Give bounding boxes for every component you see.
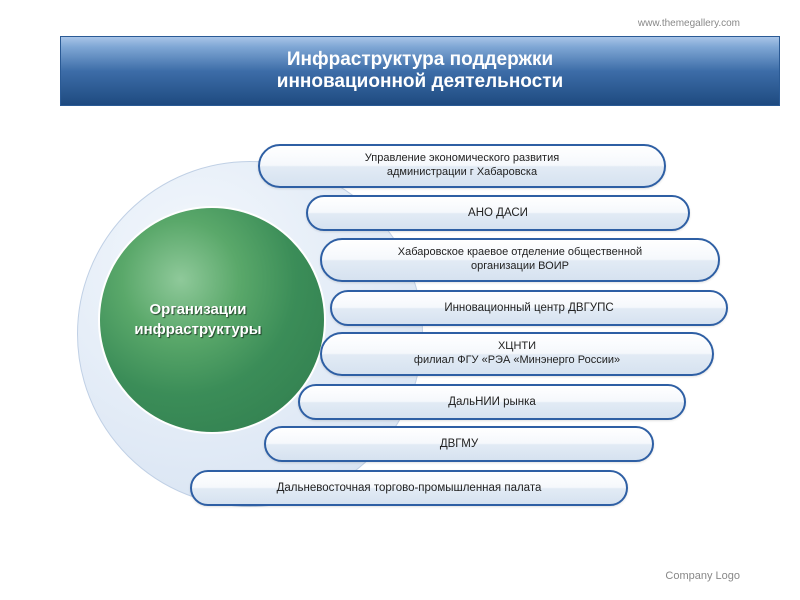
circle-label-line1: Организации: [150, 301, 247, 318]
title-line-2: инновационной деятельности: [277, 71, 563, 93]
diagram-container: Организации инфраструктуры Управление эк…: [40, 130, 760, 540]
org-bar-text-1: АНО ДАСИ: [468, 206, 528, 220]
org-bar-5: ДальНИИ рынка: [298, 384, 686, 420]
circle-main: Организации инфраструктуры: [98, 206, 326, 434]
org-bar-text-3: Инновационный центр ДВГУПС: [444, 301, 613, 315]
org-bar-1: АНО ДАСИ: [306, 195, 690, 231]
org-bar-text-2: Хабаровское краевое отделение общественн…: [398, 246, 642, 274]
org-bar-2: Хабаровское краевое отделение общественн…: [320, 238, 720, 282]
source-url: www.themegallery.com: [638, 18, 740, 29]
org-bar-6: ДВГМУ: [264, 426, 654, 462]
org-bar-text-0: Управление экономического развитияадмини…: [365, 152, 559, 180]
org-bar-3: Инновационный центр ДВГУПС: [330, 290, 728, 326]
org-bar-text-7: Дальневосточная торгово-промышленная пал…: [277, 481, 542, 495]
org-bar-text-4: ХЦНТИфилиал ФГУ «РЭА «Минэнерго России»: [414, 340, 620, 368]
org-bar-4: ХЦНТИфилиал ФГУ «РЭА «Минэнерго России»: [320, 332, 714, 376]
org-bar-0: Управление экономического развитияадмини…: [258, 144, 666, 188]
circle-label-line2: инфраструктуры: [134, 321, 261, 338]
slide-title-bar: Инфраструктура поддержки инновационной д…: [60, 36, 780, 106]
org-bar-7: Дальневосточная торгово-промышленная пал…: [190, 470, 628, 506]
company-logo-label: Company Logo: [665, 570, 740, 582]
circle-label: Организации инфраструктуры: [134, 300, 261, 341]
title-line-1: Инфраструктура поддержки: [287, 49, 553, 71]
org-bar-text-5: ДальНИИ рынка: [448, 395, 536, 409]
org-bar-text-6: ДВГМУ: [440, 437, 478, 451]
